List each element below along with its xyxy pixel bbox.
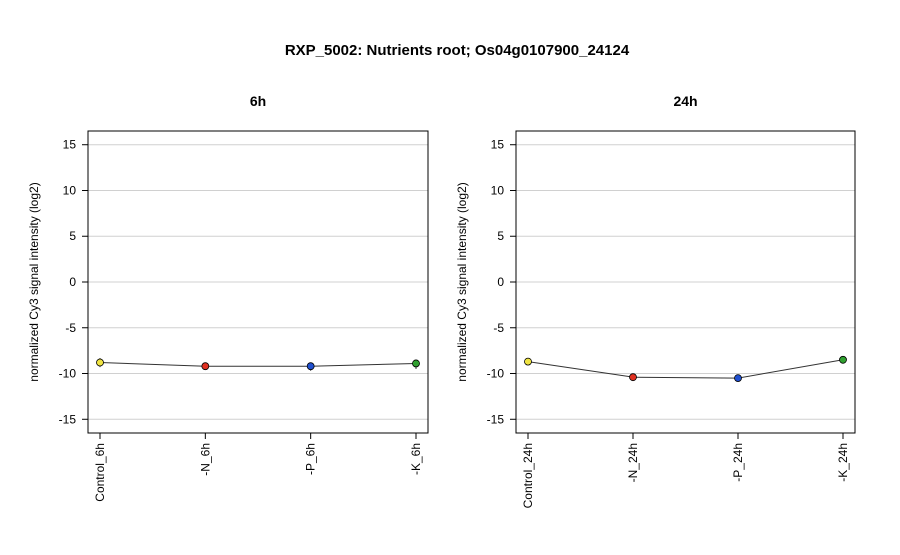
x-tick-label: Control_6h: [93, 443, 107, 502]
y-tick-label: -10: [59, 367, 77, 381]
data-point: [201, 362, 210, 371]
y-tick-label: -5: [493, 321, 504, 335]
chart-panel-2: 24h -15 -10 -5 0 5 10 15 normalized Cy3 signal i…: [455, 93, 856, 508]
y-tick-label: 5: [69, 229, 76, 243]
y-tick-label: 15: [491, 138, 505, 152]
panel-title: 24h: [673, 93, 697, 109]
figure-title: RXP_5002: Nutrients root; Os04g0107900_2…: [285, 42, 630, 59]
y-tick-label: 10: [491, 183, 505, 197]
y-tick-label: 0: [69, 275, 76, 289]
panel-title: 6h: [250, 93, 266, 109]
x-tick-label: -P_6h: [304, 443, 318, 475]
data-point: [306, 362, 315, 371]
x-tick-label: Control_24h: [521, 443, 535, 508]
data-point: [734, 374, 742, 382]
x-tick-label: -K_6h: [409, 443, 423, 475]
data-point: [412, 359, 420, 368]
y-axis-label: normalized Cy3 signal intensity (log2): [455, 182, 469, 381]
y-tick-label: 10: [63, 183, 77, 197]
x-tick-label: -N_24h: [626, 443, 640, 482]
y-tick-label: -5: [65, 321, 76, 335]
y-tick-label: -10: [487, 367, 505, 381]
data-point: [96, 358, 104, 367]
y-tick-label: -15: [487, 412, 505, 426]
chart-panel-1: 6h -15 -10 -5 0 5 10 15 normalized Cy3 signal in…: [27, 93, 429, 502]
data-point: [629, 373, 637, 382]
y-tick-label: 15: [63, 138, 77, 152]
x-tick-label: -N_6h: [198, 443, 212, 476]
series-line: [527, 359, 844, 379]
y-axis-label: normalized Cy3 signal intensity (log2): [27, 182, 41, 381]
series-line: [99, 362, 417, 367]
x-tick-label: -K_24h: [836, 443, 850, 482]
y-tick-label: 0: [497, 275, 504, 289]
y-tick-label: -15: [59, 412, 77, 426]
y-tick-label: 5: [497, 229, 504, 243]
data-point: [524, 357, 532, 366]
x-tick-label: -P_24h: [731, 443, 745, 482]
data-point: [839, 355, 847, 364]
